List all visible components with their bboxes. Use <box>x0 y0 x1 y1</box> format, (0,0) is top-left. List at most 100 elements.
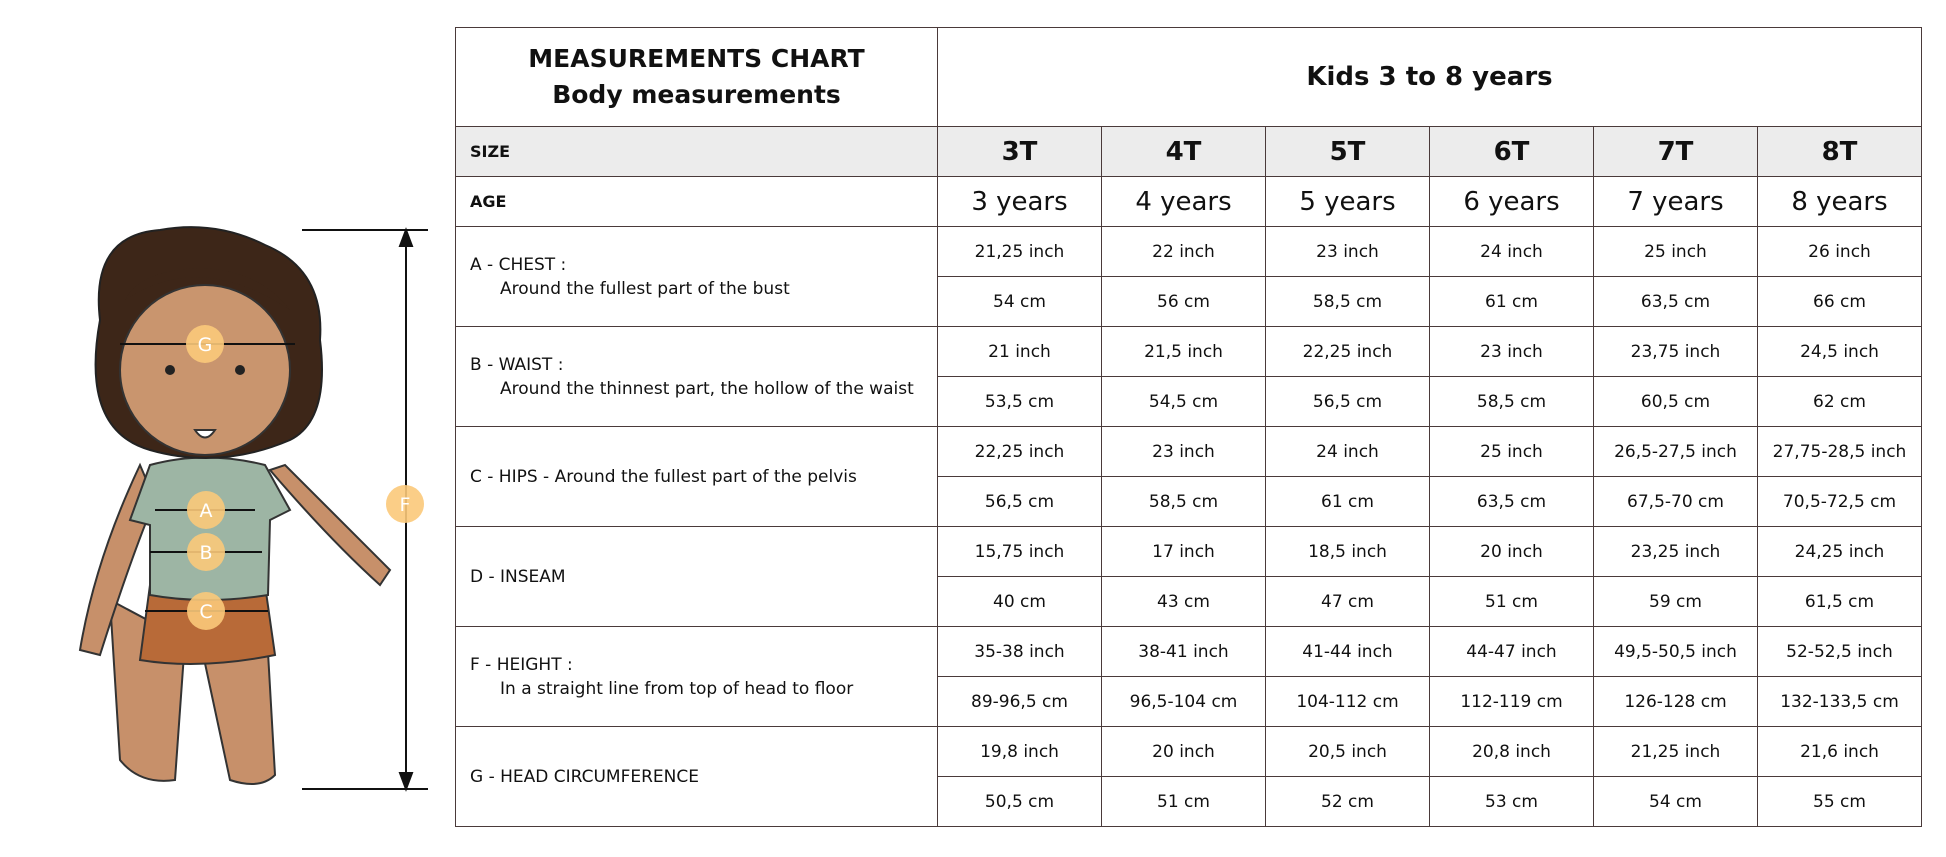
illustration: G AB C F <box>78 226 428 792</box>
measure-row: 56,5 cm 58,5 cm 61 cm 63,5 cm 67,5-70 cm 70,5… <box>456 476 1922 527</box>
cm-value: 47 cm <box>1265 576 1430 627</box>
inch-value: 21,25 inch <box>1593 726 1758 777</box>
size: 7T <box>1593 126 1758 177</box>
cm-value: 126-128 cm <box>1593 676 1758 727</box>
measure-row: F - HEIGHT : In a straight line from top … <box>455 626 1922 727</box>
inch-value: 24,25 inch <box>1757 526 1922 577</box>
marker-circle <box>187 533 225 571</box>
age: 8 years <box>1757 176 1922 227</box>
marker-circle <box>187 592 225 630</box>
cm-value: 56,5 cm <box>937 476 1102 527</box>
inch-value: 52-52,5 inch <box>1757 626 1922 677</box>
measure-description: Around the thinnest part, the hollow of … <box>500 378 914 399</box>
cm-value: 51 cm <box>1429 576 1594 627</box>
title-cell: MEASUREMENTS CHART Body measurements <box>455 27 938 127</box>
cm-value: 56,5 cm <box>1265 376 1430 427</box>
arms <box>78 462 392 657</box>
child-drawing <box>78 226 392 785</box>
mouth <box>193 429 217 439</box>
inch-value: 22 inch <box>1101 226 1266 277</box>
cm-value: 43 cm <box>1101 576 1266 627</box>
marker-label: G <box>198 334 213 356</box>
subtitle: Body measurements <box>552 80 841 109</box>
marker-label: B <box>199 542 212 564</box>
cm-value: 61 cm <box>1265 476 1430 527</box>
measure-name: F - HEIGHT : <box>470 654 573 675</box>
face <box>119 284 291 456</box>
group-title: Kids 3 to 8 years <box>937 27 1922 127</box>
inch-value: 23 inch <box>1265 226 1430 277</box>
inch-value: 21,6 inch <box>1757 726 1922 777</box>
cm-value: 132-133,5 cm <box>1757 676 1922 727</box>
cm-value: 63,5 cm <box>1593 276 1758 327</box>
inch-value: 24,5 inch <box>1757 326 1922 377</box>
size: 5T <box>1265 126 1430 177</box>
cm-value: 61 cm <box>1429 276 1594 327</box>
measure-row: A - CHEST : Around the fullest part of th… <box>455 226 1922 327</box>
measure-row: 40 cm 43 cm 47 cm 51 cm 59 cm 61,5 cm <box>456 576 1922 627</box>
inch-value: 19,8 inch <box>937 726 1102 777</box>
cm-value: 89-96,5 cm <box>937 676 1102 727</box>
shirt <box>128 456 292 601</box>
inch-value: 20 inch <box>1429 526 1594 577</box>
cm-value: 58,5 cm <box>1265 276 1430 327</box>
measure-description: In a straight line from top of head to f… <box>500 678 854 699</box>
size: 6T <box>1429 126 1594 177</box>
cm-value: 112-119 cm <box>1429 676 1594 727</box>
cm-value: 51 cm <box>1101 776 1266 827</box>
marker-circle <box>187 491 225 529</box>
arrow-heads <box>398 227 414 792</box>
inch-value: 23 inch <box>1101 426 1266 477</box>
cm-value: 53,5 cm <box>937 376 1102 427</box>
measure-label: C - HIPS - Around the fullest part of th… <box>455 426 938 527</box>
size-table: MEASUREMENTS CHART Body measurements Kid… <box>455 27 1922 827</box>
cm-value: 58,5 cm <box>1101 476 1266 527</box>
measure-row: B - WAIST : Around the thinnest part, the… <box>455 326 1922 427</box>
cm-value: 58,5 cm <box>1429 376 1594 427</box>
cm-value: 55 cm <box>1757 776 1922 827</box>
cm-value: 40 cm <box>937 576 1102 627</box>
measure-label: B - WAIST : Around the thinnest part, the… <box>455 326 938 427</box>
cm-value: 60,5 cm <box>1593 376 1758 427</box>
markers: G AB C F <box>186 325 424 630</box>
inch-value: 27,75-28,5 inch <box>1757 426 1922 477</box>
measure-row: 50,5 cm 51 cm 52 cm 53 cm 54 cm 55 cm <box>456 776 1922 827</box>
inch-value: 26 inch <box>1757 226 1922 277</box>
age: 6 years <box>1429 176 1594 227</box>
cm-value: 63,5 cm <box>1429 476 1594 527</box>
measure-label: D - INSEAM <box>455 526 938 627</box>
measure-name: G - HEAD CIRCUMFERENCE <box>470 766 699 787</box>
measure-row: 53,5 cm 54,5 cm 56,5 cm 58,5 cm 60,5 cm 62 cm <box>456 376 1922 427</box>
measure-label: G - HEAD CIRCUMFERENCE <box>455 726 938 827</box>
inch-value: 21,25 inch <box>937 226 1102 277</box>
inch-value: 21 inch <box>937 326 1102 377</box>
cm-value: 53 cm <box>1429 776 1594 827</box>
measure-name: B - WAIST : <box>470 354 564 375</box>
marker-circle <box>386 485 424 523</box>
age-label: AGE <box>455 176 938 227</box>
inch-value: 15,75 inch <box>937 526 1102 577</box>
marker-circle <box>186 325 224 363</box>
measure-row: 54 cm 56 cm 58,5 cm 61 cm 63,5 cm 66 cm <box>456 276 1922 327</box>
inch-value: 24 inch <box>1429 226 1594 277</box>
inch-value: 17 inch <box>1101 526 1266 577</box>
inch-value: 38-41 inch <box>1101 626 1266 677</box>
title: MEASUREMENTS CHART <box>528 44 865 73</box>
size-label: SIZE <box>455 126 938 177</box>
measure-name: D - INSEAM <box>470 566 566 587</box>
inch-value: 23 inch <box>1429 326 1594 377</box>
eye <box>235 365 245 375</box>
cm-value: 50,5 cm <box>937 776 1102 827</box>
inch-value: 25 inch <box>1429 426 1594 477</box>
fringe <box>125 268 290 310</box>
measure-name: C - HIPS - Around the fullest part of th… <box>470 466 857 487</box>
age: 4 years <box>1101 176 1266 227</box>
measure-label: A - CHEST : Around the fullest part of th… <box>455 226 938 327</box>
size: 8T <box>1757 126 1922 177</box>
measure-row: C - HIPS - Around the fullest part of th… <box>455 426 1922 527</box>
cm-value: 66 cm <box>1757 276 1922 327</box>
size-row: SIZE 3T 4T 5T 6T 7T 8T <box>455 126 1922 177</box>
inch-value: 24 inch <box>1265 426 1430 477</box>
cm-value: 61,5 cm <box>1757 576 1922 627</box>
measure-label: F - HEIGHT : In a straight line from top … <box>455 626 938 727</box>
